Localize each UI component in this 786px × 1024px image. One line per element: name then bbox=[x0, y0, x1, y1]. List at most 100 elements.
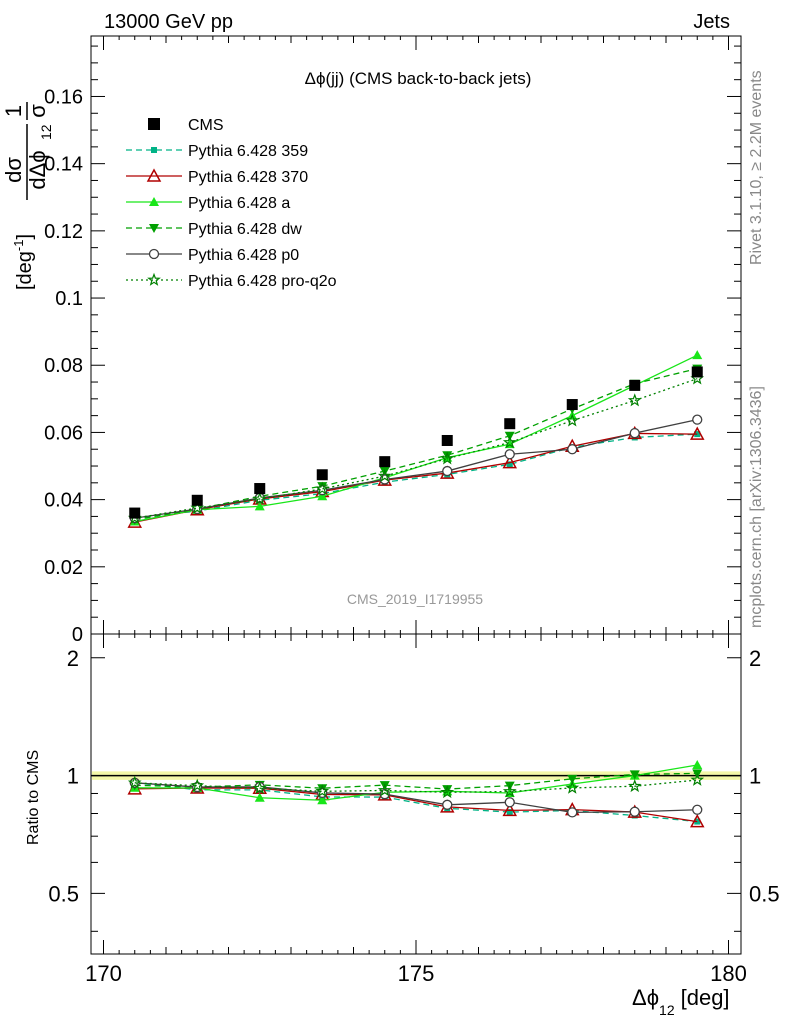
ratio-point-pythia-6-428-pro-q2o bbox=[190, 778, 205, 792]
data-point-pythia-6-428-pro-q2o bbox=[502, 435, 517, 449]
data-point-pythia-6-428-pro-q2o bbox=[440, 451, 455, 465]
ratio-plot-frame bbox=[90, 633, 742, 955]
data-point-cms bbox=[191, 494, 203, 506]
ratio-point-pythia-6-428-p0 bbox=[504, 797, 515, 808]
ratio-point-pythia-6-428-pro-q2o bbox=[127, 775, 142, 789]
header-left-label: 13000 GeV pp bbox=[104, 11, 233, 33]
x-tick-label: 180 bbox=[710, 961, 747, 986]
y-axis-label: 1 σ dσ dΔϕ 12 [deg-1] bbox=[1, 102, 54, 290]
ratio-point-pythia-6-428-370 bbox=[502, 802, 518, 817]
data-point-cms bbox=[441, 434, 453, 446]
ratio-line-pythia-6-428-370 bbox=[134, 787, 698, 823]
legend-label: Pythia 6.428 pro-q2o bbox=[188, 273, 337, 290]
legend-item-pythia-6-428-p0: Pythia 6.428 p0 bbox=[126, 247, 299, 264]
ratio-line-pythia-6-428-359 bbox=[134, 782, 698, 823]
y-label-unit: [deg-1] bbox=[11, 234, 36, 290]
ratio-point-pythia-6-428-pro-q2o bbox=[252, 780, 267, 795]
y-tick-label: 0 bbox=[72, 624, 83, 646]
y-tick-label: 0.04 bbox=[44, 490, 83, 512]
data-point-pythia-6-428-370 bbox=[689, 426, 705, 440]
data-point-cms bbox=[129, 507, 141, 519]
ratio-y-tick-label: 0.5 bbox=[48, 881, 79, 906]
data-point-cms bbox=[566, 399, 578, 411]
data-point-pythia-6-428-pro-q2o bbox=[315, 481, 330, 495]
ratio-point-pythia-6-428-p0 bbox=[442, 799, 453, 810]
series-line-pythia-6-428-359 bbox=[134, 433, 698, 519]
legend-marker bbox=[149, 197, 159, 206]
data-point-pythia-6-428-a bbox=[254, 501, 265, 511]
legend-label: Pythia 6.428 359 bbox=[188, 143, 308, 160]
legend-label: Pythia 6.428 p0 bbox=[188, 247, 299, 264]
x-tick-label: 170 bbox=[85, 961, 122, 986]
x-tick-label: 175 bbox=[398, 961, 435, 986]
series-line-pythia-6-428-dw bbox=[134, 367, 698, 521]
ratio-point-pythia-6-428-pro-q2o bbox=[690, 772, 705, 786]
ratio-point-pythia-6-428-p0 bbox=[629, 806, 640, 817]
data-point-pythia-6-428-pro-q2o bbox=[627, 393, 642, 407]
ratio-point-pythia-6-428-dw bbox=[629, 770, 640, 780]
data-point-pythia-6-428-dw bbox=[442, 451, 453, 461]
ratio-line-pythia-6-428-p0 bbox=[134, 782, 698, 814]
legend-item-pythia-6-428-dw: Pythia 6.428 dw bbox=[126, 221, 302, 238]
data-point-pythia-6-428-p0 bbox=[567, 444, 578, 455]
legend-item-pythia-6-428-359: Pythia 6.428 359 bbox=[126, 143, 308, 160]
data-point-pythia-6-428-p0 bbox=[629, 427, 640, 439]
ratio-point-pythia-6-428-pro-q2o bbox=[377, 783, 392, 797]
legend-marker bbox=[149, 224, 159, 233]
y-tick-label: 0.12 bbox=[44, 221, 83, 243]
legend-item-pythia-6-428-a: Pythia 6.428 a bbox=[126, 195, 290, 212]
series-line-pythia-6-428-p0 bbox=[134, 419, 698, 519]
ratio-line-pythia-6-428-pro-q2o bbox=[134, 779, 698, 793]
data-point-cms bbox=[504, 418, 516, 430]
ratio-line-pythia-6-428-a bbox=[134, 764, 698, 801]
x-axis-label: Δϕ12 [deg] bbox=[632, 985, 730, 1018]
ratio-y-tick-label-right: 1 bbox=[749, 764, 761, 789]
legend-label: Pythia 6.428 dw bbox=[188, 221, 302, 238]
legend-marker bbox=[147, 272, 161, 286]
y-tick-label: 0.02 bbox=[44, 557, 83, 579]
legend-label: Pythia 6.428 a bbox=[188, 195, 290, 212]
ratio-point-pythia-6-428-pro-q2o bbox=[627, 779, 642, 793]
y-label-deriv-den: dΔϕ bbox=[25, 150, 50, 189]
ratio-y-tick-label-right: 2 bbox=[749, 646, 761, 671]
y-label-frac-den: σ bbox=[25, 104, 50, 118]
ratio-y-tick-label: 1 bbox=[67, 764, 79, 789]
data-point-cms bbox=[316, 469, 328, 481]
ratio-point-pythia-6-428-370 bbox=[689, 814, 705, 828]
legend-item-pythia-6-428-pro-q2o: Pythia 6.428 pro-q2o bbox=[126, 272, 337, 290]
legend-label: Pythia 6.428 370 bbox=[188, 169, 308, 186]
rivet-version-label: Rivet 3.1.10, ≥ 2.2M events bbox=[748, 70, 765, 265]
ratio-point-pythia-6-428-pro-q2o bbox=[502, 784, 517, 798]
data-point-pythia-6-428-p0 bbox=[504, 449, 515, 460]
legend: CMS Pythia 6.428 359 Pythia 6.428 370 Pythi… bbox=[126, 117, 337, 290]
data-point-cms bbox=[629, 379, 641, 391]
y-tick-label: 0.06 bbox=[44, 422, 83, 444]
data-point-cms bbox=[254, 483, 266, 495]
ratio-point-pythia-6-428-pro-q2o bbox=[440, 785, 455, 799]
y-tick-label: 0.14 bbox=[44, 154, 83, 176]
data-point-pythia-6-428-370 bbox=[502, 455, 518, 469]
ratio-point-pythia-6-428-p0 bbox=[692, 804, 703, 815]
ratio-point-pythia-6-428-pro-q2o bbox=[565, 780, 580, 794]
ratio-point-pythia-6-428-a bbox=[254, 792, 265, 802]
data-point-pythia-6-428-p0 bbox=[692, 414, 703, 425]
data-point-pythia-6-428-pro-q2o bbox=[252, 491, 267, 505]
legend-marker bbox=[148, 118, 160, 130]
ratio-point-pythia-6-428-a bbox=[692, 760, 703, 770]
ratio-point-pythia-6-428-359 bbox=[506, 809, 513, 816]
data-point-pythia-6-428-a bbox=[692, 350, 703, 360]
legend-label: CMS bbox=[188, 117, 224, 134]
series-line-pythia-6-428-370 bbox=[134, 432, 698, 523]
ratio-point-pythia-6-428-dw bbox=[567, 774, 578, 784]
analysis-id-label: CMS_2019_I1719955 bbox=[347, 591, 483, 607]
y-tick-label: 0.16 bbox=[44, 86, 83, 108]
ratio-plot-panel: 0.5 0.5 1 1 2 2 170 175 180 bbox=[48, 633, 780, 986]
main-plot-panel: 0 0.02 0.04 0.06 0.08 0.1 0.12 0.14 0.16 Δϕ(jj) … bbox=[44, 35, 742, 646]
ratio-y-axis-label: Ratio to CMS bbox=[25, 750, 42, 845]
data-point-cms bbox=[379, 456, 391, 468]
data-point-pythia-6-428-pro-q2o bbox=[377, 468, 392, 482]
data-point-pythia-6-428-pro-q2o bbox=[190, 500, 205, 514]
y-label-deriv-den-sub: 12 bbox=[38, 124, 54, 140]
legend-marker bbox=[146, 168, 162, 182]
